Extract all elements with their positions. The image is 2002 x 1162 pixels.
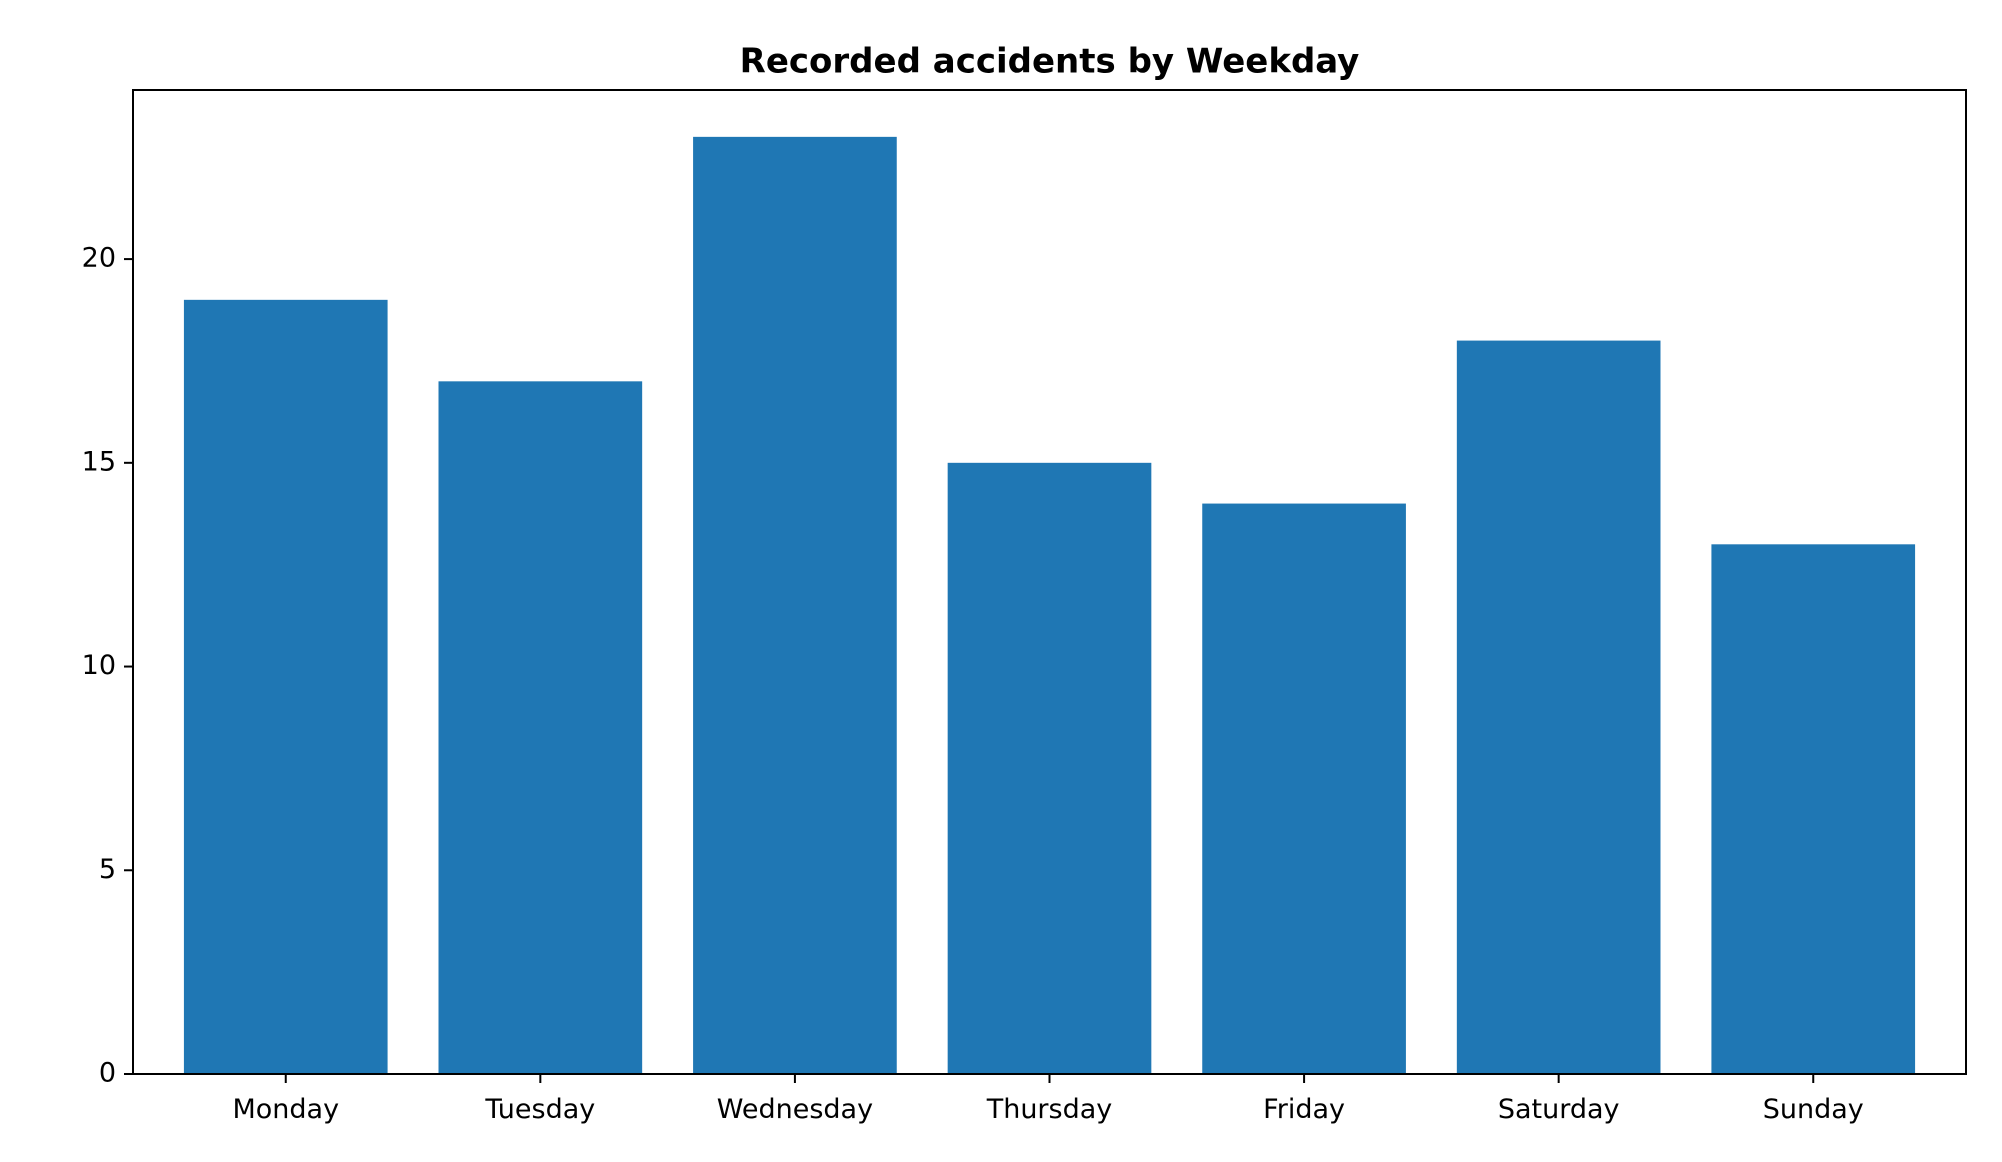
bar-friday: [1202, 503, 1406, 1075]
y-tick-label: 5: [99, 854, 116, 885]
chart-title: Recorded accidents by Weekday: [740, 42, 1360, 82]
x-tick-label: Monday: [232, 1094, 339, 1125]
x-tick-label: Wednesday: [717, 1094, 873, 1125]
y-tick-label: 10: [82, 650, 116, 681]
bar-monday: [183, 299, 388, 1074]
x-tick-label: Saturday: [1498, 1094, 1620, 1125]
x-tick-label: Tuesday: [484, 1094, 595, 1125]
x-tick-label: Friday: [1263, 1094, 1345, 1125]
y-tick-label: 20: [82, 243, 116, 274]
bars-group: [183, 136, 1916, 1075]
bar-thursday: [947, 462, 1152, 1074]
x-axis-ticks: Monday Tuesday Wednesday Thursday Friday Satu…: [232, 1074, 1864, 1125]
y-axis-ticks: 0 5 10 15 20: [82, 243, 133, 1089]
x-tick-label: Thursday: [986, 1094, 1113, 1125]
bar-saturday: [1456, 340, 1661, 1074]
y-tick-label: 15: [82, 446, 116, 477]
y-tick-label: 0: [99, 1058, 116, 1089]
bar-wednesday: [693, 136, 897, 1074]
bar-sunday: [1711, 544, 1916, 1074]
x-tick-label: Sunday: [1763, 1094, 1864, 1125]
bar-tuesday: [438, 381, 643, 1074]
plot-frame: [132, 89, 1967, 1075]
